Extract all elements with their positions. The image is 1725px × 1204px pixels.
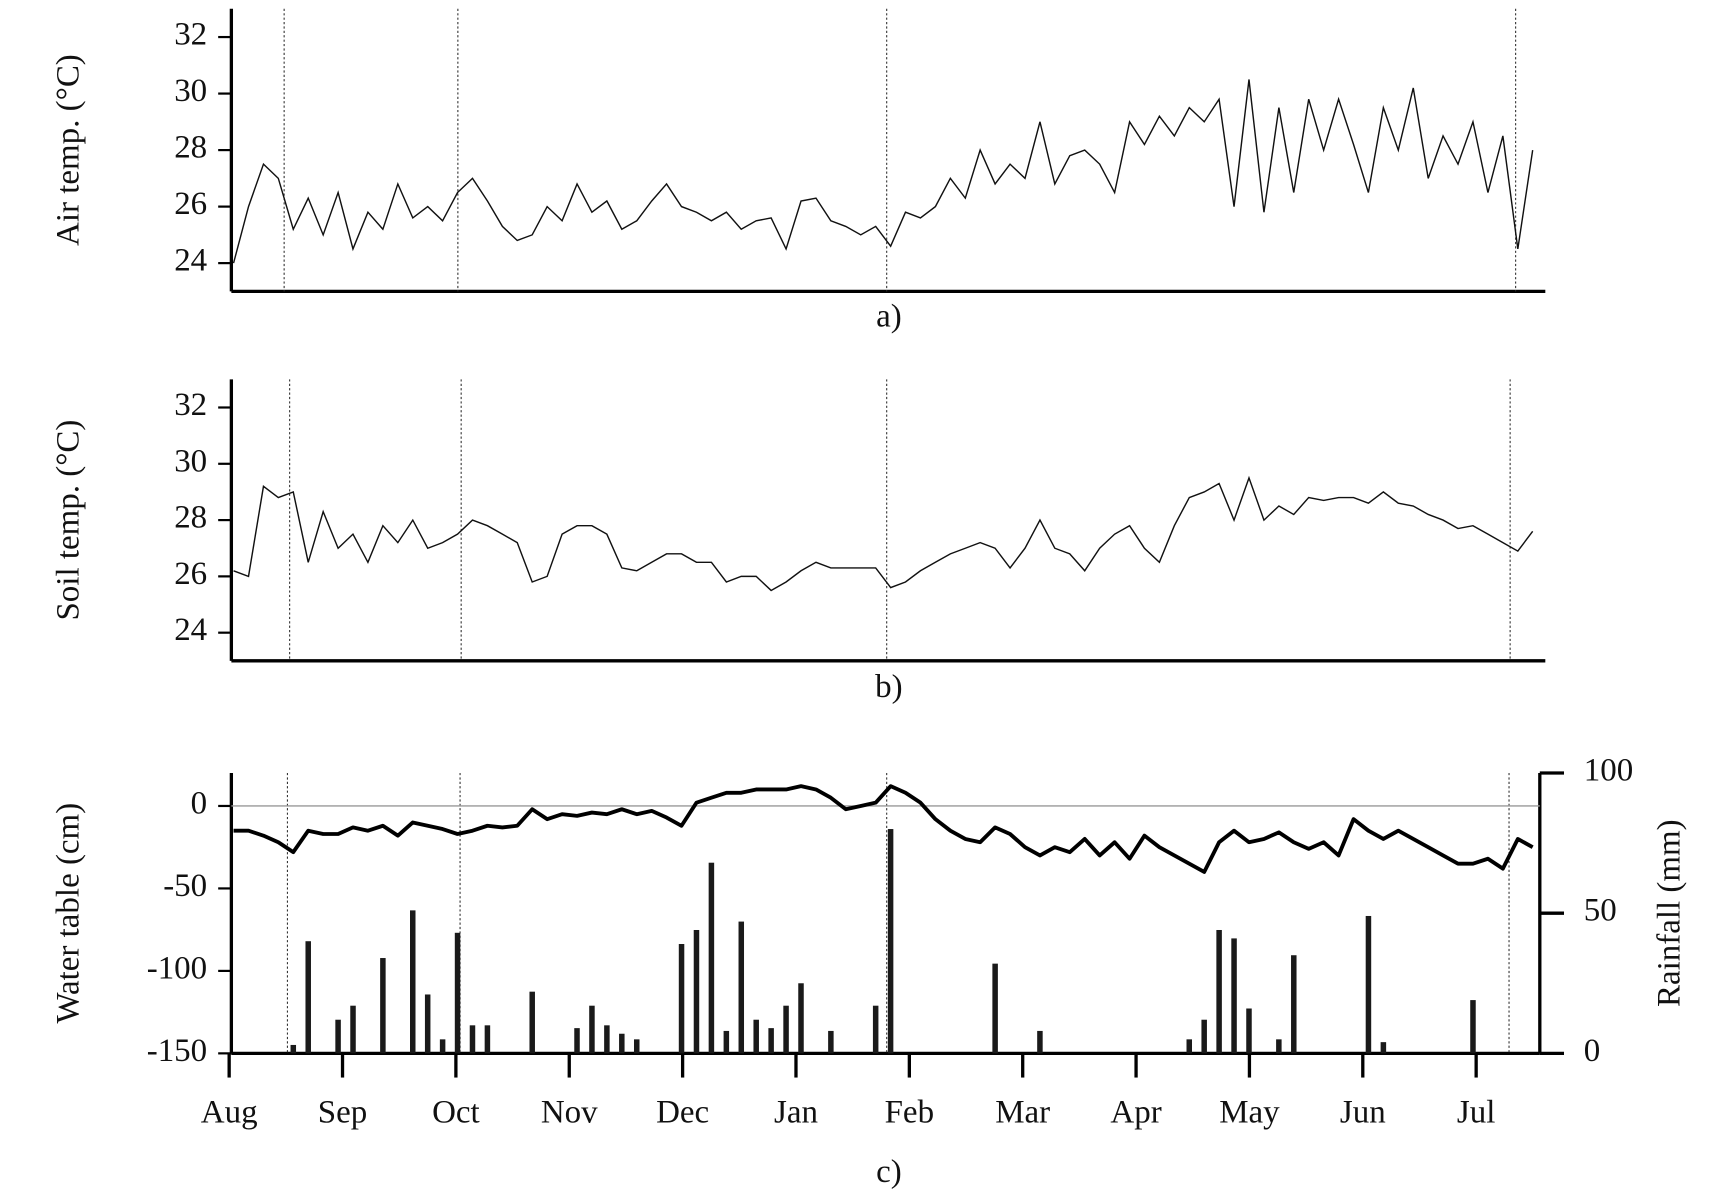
line <box>233 475 1534 592</box>
x-tick-label: Mar <box>995 1094 1050 1130</box>
y-tick-label: -50 <box>163 868 207 904</box>
y-tick-label: 30 <box>174 73 207 109</box>
y-axis-label: Water table (cm) <box>50 803 86 1024</box>
x-tick-label: May <box>1219 1094 1280 1130</box>
x-tick-label: Dec <box>656 1094 709 1130</box>
rain-bar <box>753 1019 759 1054</box>
x-tick-label: Aug <box>201 1094 258 1130</box>
y2-axis-label: Rainfall (mm) <box>1651 819 1687 1007</box>
panel-label: c) <box>876 1154 902 1190</box>
rain-bar <box>798 983 804 1054</box>
y2-tick-label: 100 <box>1584 753 1633 789</box>
line <box>232 79 1534 264</box>
y-tick-label: 32 <box>174 17 207 53</box>
y-axis-label: Air temp. (°C) <box>50 54 86 246</box>
y-tick-label: 30 <box>174 443 207 479</box>
y-tick-label: 32 <box>174 387 207 423</box>
y-tick-label: 26 <box>174 556 207 592</box>
y2-tick-label: 0 <box>1584 1033 1600 1069</box>
x-tick-label: Oct <box>432 1094 480 1130</box>
x-tick-label: Feb <box>885 1094 934 1130</box>
rain-bar <box>1037 1030 1043 1054</box>
rain-bar <box>410 910 416 1054</box>
rain-bar <box>1186 1039 1193 1054</box>
rain-bar <box>633 1039 640 1054</box>
rain-bar <box>1380 1042 1387 1054</box>
x-tick-label: Apr <box>1110 1094 1161 1130</box>
rain-bar <box>1291 955 1297 1054</box>
x-tick-label: Jun <box>1340 1094 1386 1130</box>
rain-bar <box>693 929 700 1054</box>
rain-bar <box>290 1044 297 1054</box>
rain-bar <box>872 1005 879 1054</box>
rain-bar <box>887 829 894 1054</box>
rain-bar <box>738 921 745 1054</box>
y-tick-label: -100 <box>147 950 207 986</box>
rain-bar <box>768 1028 774 1054</box>
water-line <box>233 784 1534 874</box>
rain-bar <box>305 941 311 1054</box>
rain-bar <box>1470 1000 1476 1054</box>
y-tick-label: 28 <box>174 500 207 536</box>
rain-bar <box>529 991 535 1054</box>
x-tick-label: Nov <box>541 1094 598 1130</box>
x-tick-label: Jul <box>1457 1094 1495 1130</box>
rain-bar <box>1231 938 1237 1054</box>
rain-bar <box>424 994 431 1054</box>
panel-label: a) <box>876 298 902 334</box>
y-tick-label: 24 <box>174 612 207 648</box>
y-tick-label: 28 <box>174 130 207 166</box>
x-tick-label: Jan <box>774 1094 818 1130</box>
rain-bar <box>828 1030 834 1054</box>
rain-bar <box>454 932 461 1054</box>
panel-label: b) <box>875 669 902 705</box>
rain-bar <box>1246 1008 1252 1054</box>
y-tick-label: 26 <box>174 186 207 222</box>
rain-bar <box>335 1019 341 1054</box>
rain-bar <box>783 1005 789 1054</box>
rain-bar <box>1365 915 1372 1054</box>
rain-bar <box>708 862 715 1054</box>
rain-bar <box>723 1030 730 1054</box>
rain-bar <box>1201 1019 1207 1054</box>
y-tick-label: 0 <box>191 786 207 822</box>
rain-bar <box>484 1025 491 1054</box>
rain-bar <box>380 958 386 1054</box>
rain-bar <box>678 944 685 1054</box>
rain-bar <box>469 1025 476 1054</box>
rain-bar <box>619 1033 625 1054</box>
rain-bar <box>1276 1039 1282 1054</box>
rain-bar <box>992 963 998 1054</box>
rain-bar <box>350 1005 356 1054</box>
y-tick-label: -150 <box>147 1033 207 1069</box>
rain-bar <box>439 1039 446 1054</box>
rain-bar <box>1216 929 1222 1054</box>
y2-tick-label: 50 <box>1584 893 1617 929</box>
rain-bar <box>589 1005 595 1054</box>
x-tick-label: Sep <box>318 1094 367 1130</box>
y-tick-label: 24 <box>174 243 207 279</box>
y-axis-label: Soil temp. (°C) <box>50 420 86 621</box>
rain-bar <box>574 1028 580 1054</box>
rain-bar <box>604 1025 610 1054</box>
